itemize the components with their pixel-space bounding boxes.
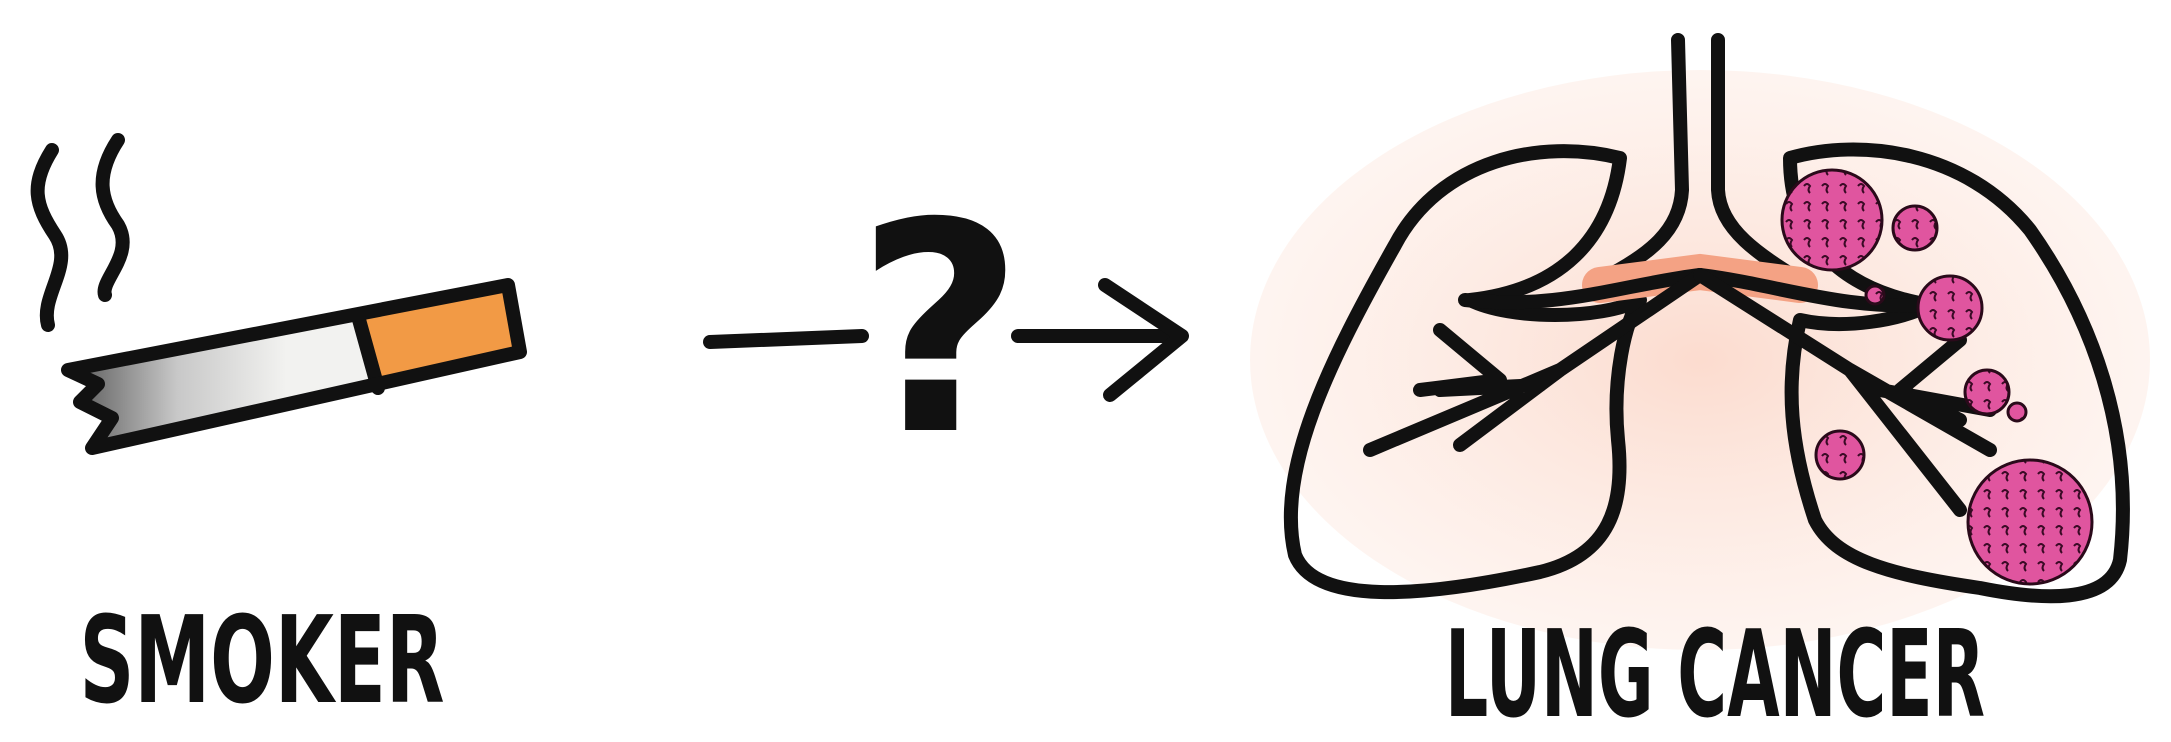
tumors — [1780, 168, 2094, 586]
edge-label: ? — [856, 162, 1024, 499]
node-label: SMOKER — [80, 592, 445, 731]
lungs — [1250, 33, 2150, 650]
cigarette — [61, 278, 527, 455]
node-label: LUNG CANCER — [1445, 606, 1985, 742]
arrow — [703, 278, 1189, 402]
smoke — [30, 133, 130, 332]
